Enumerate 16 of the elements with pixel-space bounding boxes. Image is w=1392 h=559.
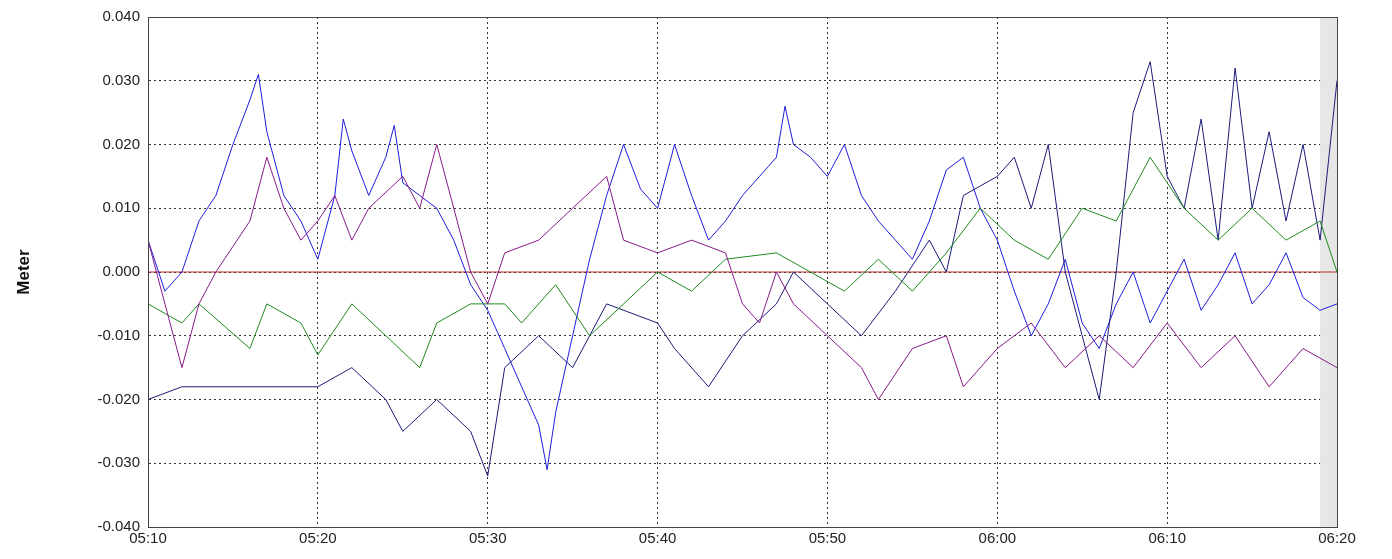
x-tick-label: 05:40 xyxy=(638,529,677,547)
y-tick-label: -0.010 xyxy=(97,325,140,343)
x-tick-label: 05:50 xyxy=(808,529,847,547)
x-tick-label: 06:00 xyxy=(978,529,1017,547)
x-tick-label: 05:20 xyxy=(299,529,337,547)
x-tick-label: 06:10 xyxy=(1148,529,1186,547)
x-tick-label: 05:30 xyxy=(468,529,507,547)
y-axis-title: Meter xyxy=(13,248,33,295)
y-tick-label: 0.040 xyxy=(102,7,140,25)
y-tick-label: 0.020 xyxy=(102,134,140,152)
y-tick-label: 0.010 xyxy=(102,198,140,216)
y-tick-label: -0.030 xyxy=(97,453,140,471)
y-tick-label: 0.000 xyxy=(102,262,140,280)
x-tick-label: 06:20 xyxy=(1318,529,1356,547)
y-tick-label: -0.020 xyxy=(97,389,140,407)
y-tick-label: 0.030 xyxy=(102,70,140,88)
